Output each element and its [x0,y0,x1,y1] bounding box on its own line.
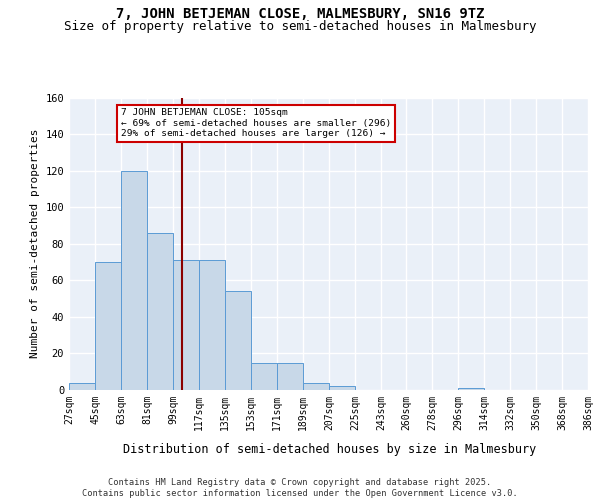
Text: Size of property relative to semi-detached houses in Malmesbury: Size of property relative to semi-detach… [64,20,536,33]
Bar [458,388,484,390]
Bar [277,362,303,390]
Bar [69,382,95,390]
Text: Distribution of semi-detached houses by size in Malmesbury: Distribution of semi-detached houses by … [124,442,536,456]
Bar [225,292,251,390]
Y-axis label: Number of semi-detached properties: Number of semi-detached properties [30,129,40,358]
Bar [251,362,277,390]
Bar [588,388,600,390]
Text: Contains HM Land Registry data © Crown copyright and database right 2025.
Contai: Contains HM Land Registry data © Crown c… [82,478,518,498]
Bar [303,382,329,390]
Bar [199,260,225,390]
Text: 7, JOHN BETJEMAN CLOSE, MALMESBURY, SN16 9TZ: 7, JOHN BETJEMAN CLOSE, MALMESBURY, SN16… [116,8,484,22]
Bar [147,233,173,390]
Text: 7 JOHN BETJEMAN CLOSE: 105sqm
← 69% of semi-detached houses are smaller (296)
29: 7 JOHN BETJEMAN CLOSE: 105sqm ← 69% of s… [121,108,391,138]
Bar [95,262,121,390]
Bar [121,170,147,390]
Bar [173,260,199,390]
Bar [329,386,355,390]
